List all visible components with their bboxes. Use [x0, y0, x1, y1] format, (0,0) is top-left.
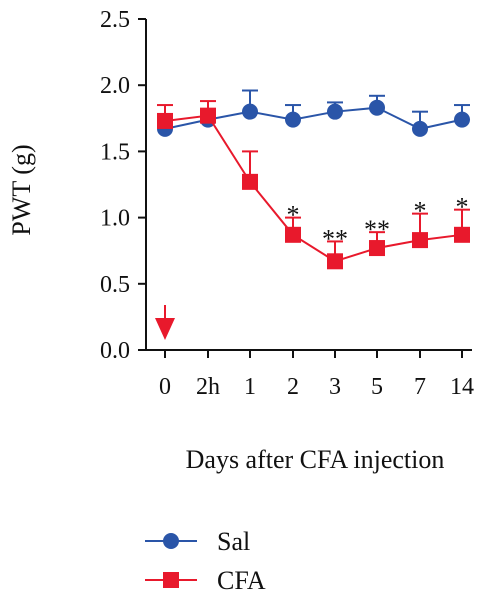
significance-label-0: * — [287, 201, 300, 230]
legend: Sal CFA — [145, 527, 266, 595]
point-cfa-6 — [412, 232, 428, 249]
x-tick-label-2: 1 — [244, 374, 256, 400]
point-cfa-1 — [200, 107, 216, 124]
point-cfa-2 — [242, 173, 258, 190]
significance-label-2: ** — [364, 215, 390, 244]
x-tick-label-6: 7 — [414, 374, 426, 400]
legend-marker-sal — [163, 533, 179, 549]
y-tick-label-0: 0.0 — [100, 338, 130, 364]
legend-marker-cfa — [163, 572, 179, 588]
point-sal-2 — [242, 103, 258, 120]
x-tick-label-4: 3 — [329, 374, 341, 400]
y-tick-label-3: 1.5 — [100, 139, 130, 165]
y-tick-label-5: 2.5 — [100, 7, 130, 33]
legend-item-sal: Sal — [145, 527, 250, 556]
point-sal-5 — [369, 99, 385, 116]
legend-label-sal: Sal — [217, 527, 250, 556]
down-arrow-icon — [155, 318, 175, 340]
point-sal-4 — [327, 103, 343, 120]
point-sal-6 — [412, 120, 428, 137]
plot-area: 0.00.51.01.52.02.50 2h 1 2 3 5 7 14*** *** * — [100, 7, 474, 400]
point-sal-3 — [285, 111, 301, 128]
legend-label-cfa: CFA — [217, 566, 266, 595]
point-sal-7 — [454, 111, 470, 128]
x-tick-label-5: 5 — [371, 374, 383, 400]
significance-label-1: ** — [322, 224, 348, 253]
x-tick-label-0: 0 — [159, 374, 171, 400]
significance-label-3: * — [414, 197, 427, 226]
point-cfa-3 — [285, 226, 301, 243]
point-cfa-0 — [157, 112, 173, 129]
point-cfa-4 — [327, 253, 343, 270]
x-tick-label-3: 2 — [287, 374, 299, 400]
y-axis-title: PWT (g) — [7, 144, 36, 235]
y-tick-label-4: 2.0 — [100, 73, 130, 99]
legend-item-cfa: CFA — [145, 566, 266, 595]
y-tick-label-2: 1.0 — [100, 206, 130, 232]
x-axis-title: Days after CFA injection — [186, 445, 445, 474]
x-tick-label-7: 14 — [450, 374, 474, 400]
y-tick-label-1: 0.5 — [100, 272, 130, 298]
significance-label-4: * — [456, 193, 469, 222]
point-cfa-7 — [454, 226, 470, 243]
x-tick-label-1: 2h — [196, 374, 220, 400]
point-cfa-5 — [369, 240, 385, 257]
